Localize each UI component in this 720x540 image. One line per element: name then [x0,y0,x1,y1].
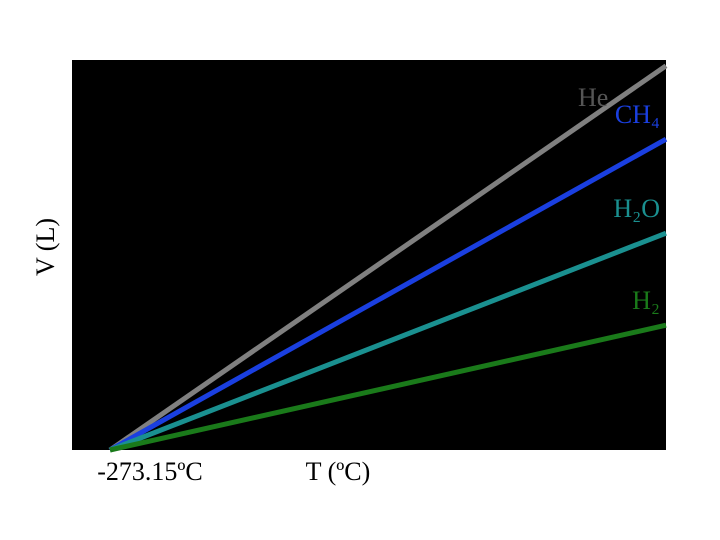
data-line [109,230,667,453]
legend-label: He [578,83,608,112]
x-tick-label: -273.15ºC [97,457,203,486]
plot-area [72,60,666,450]
data-line [108,63,668,453]
data-line [108,136,668,453]
legend-label: H₂ [632,286,660,315]
legend-label: H₂O [613,194,660,223]
data-line [109,322,667,453]
legend-label: CH₄ [615,100,660,129]
x-axis-label: T (ºC) [306,457,371,486]
y-axis-label: V (L) [31,218,60,276]
